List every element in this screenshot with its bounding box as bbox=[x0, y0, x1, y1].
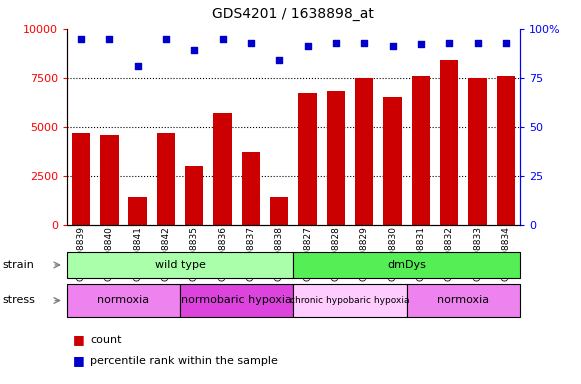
Bar bbox=[242, 152, 260, 225]
Bar bbox=[468, 78, 487, 225]
Point bbox=[133, 63, 142, 69]
Text: ■: ■ bbox=[73, 333, 84, 346]
Bar bbox=[327, 91, 345, 225]
Point bbox=[303, 43, 312, 50]
Text: percentile rank within the sample: percentile rank within the sample bbox=[90, 356, 278, 366]
Point bbox=[360, 40, 369, 46]
Point bbox=[162, 36, 171, 42]
Bar bbox=[293, 252, 520, 278]
Text: count: count bbox=[90, 335, 121, 345]
Bar bbox=[440, 60, 458, 225]
Bar bbox=[67, 284, 180, 317]
Bar bbox=[270, 197, 288, 225]
Bar bbox=[67, 252, 293, 278]
Text: dmDys: dmDys bbox=[388, 260, 426, 270]
Text: normobaric hypoxia: normobaric hypoxia bbox=[181, 295, 292, 306]
Text: wild type: wild type bbox=[155, 260, 206, 270]
Text: normoxia: normoxia bbox=[437, 295, 489, 306]
Text: strain: strain bbox=[3, 260, 35, 270]
Point bbox=[275, 57, 284, 63]
Point bbox=[76, 36, 85, 42]
Bar bbox=[128, 197, 147, 225]
Bar bbox=[72, 132, 90, 225]
Point bbox=[105, 36, 114, 42]
Bar bbox=[100, 134, 119, 225]
Bar bbox=[407, 284, 520, 317]
Point bbox=[218, 36, 227, 42]
Bar bbox=[383, 97, 401, 225]
Text: ■: ■ bbox=[73, 354, 84, 367]
Text: chronic hypobaric hypoxia: chronic hypobaric hypoxia bbox=[290, 296, 410, 305]
Text: normoxia: normoxia bbox=[98, 295, 149, 306]
Point bbox=[444, 40, 454, 46]
Point bbox=[473, 40, 482, 46]
Bar bbox=[213, 113, 232, 225]
Text: GDS4201 / 1638898_at: GDS4201 / 1638898_at bbox=[213, 7, 374, 21]
Bar bbox=[180, 284, 293, 317]
Point bbox=[189, 47, 199, 53]
Bar bbox=[497, 76, 515, 225]
Bar bbox=[157, 132, 175, 225]
Bar bbox=[412, 76, 430, 225]
Point bbox=[331, 40, 340, 46]
Bar bbox=[299, 93, 317, 225]
Point bbox=[416, 41, 425, 48]
Point bbox=[501, 40, 511, 46]
Bar bbox=[355, 78, 374, 225]
Point bbox=[388, 43, 397, 50]
Point bbox=[246, 40, 256, 46]
Bar bbox=[185, 166, 203, 225]
Bar bbox=[293, 284, 407, 317]
Text: stress: stress bbox=[3, 295, 36, 306]
